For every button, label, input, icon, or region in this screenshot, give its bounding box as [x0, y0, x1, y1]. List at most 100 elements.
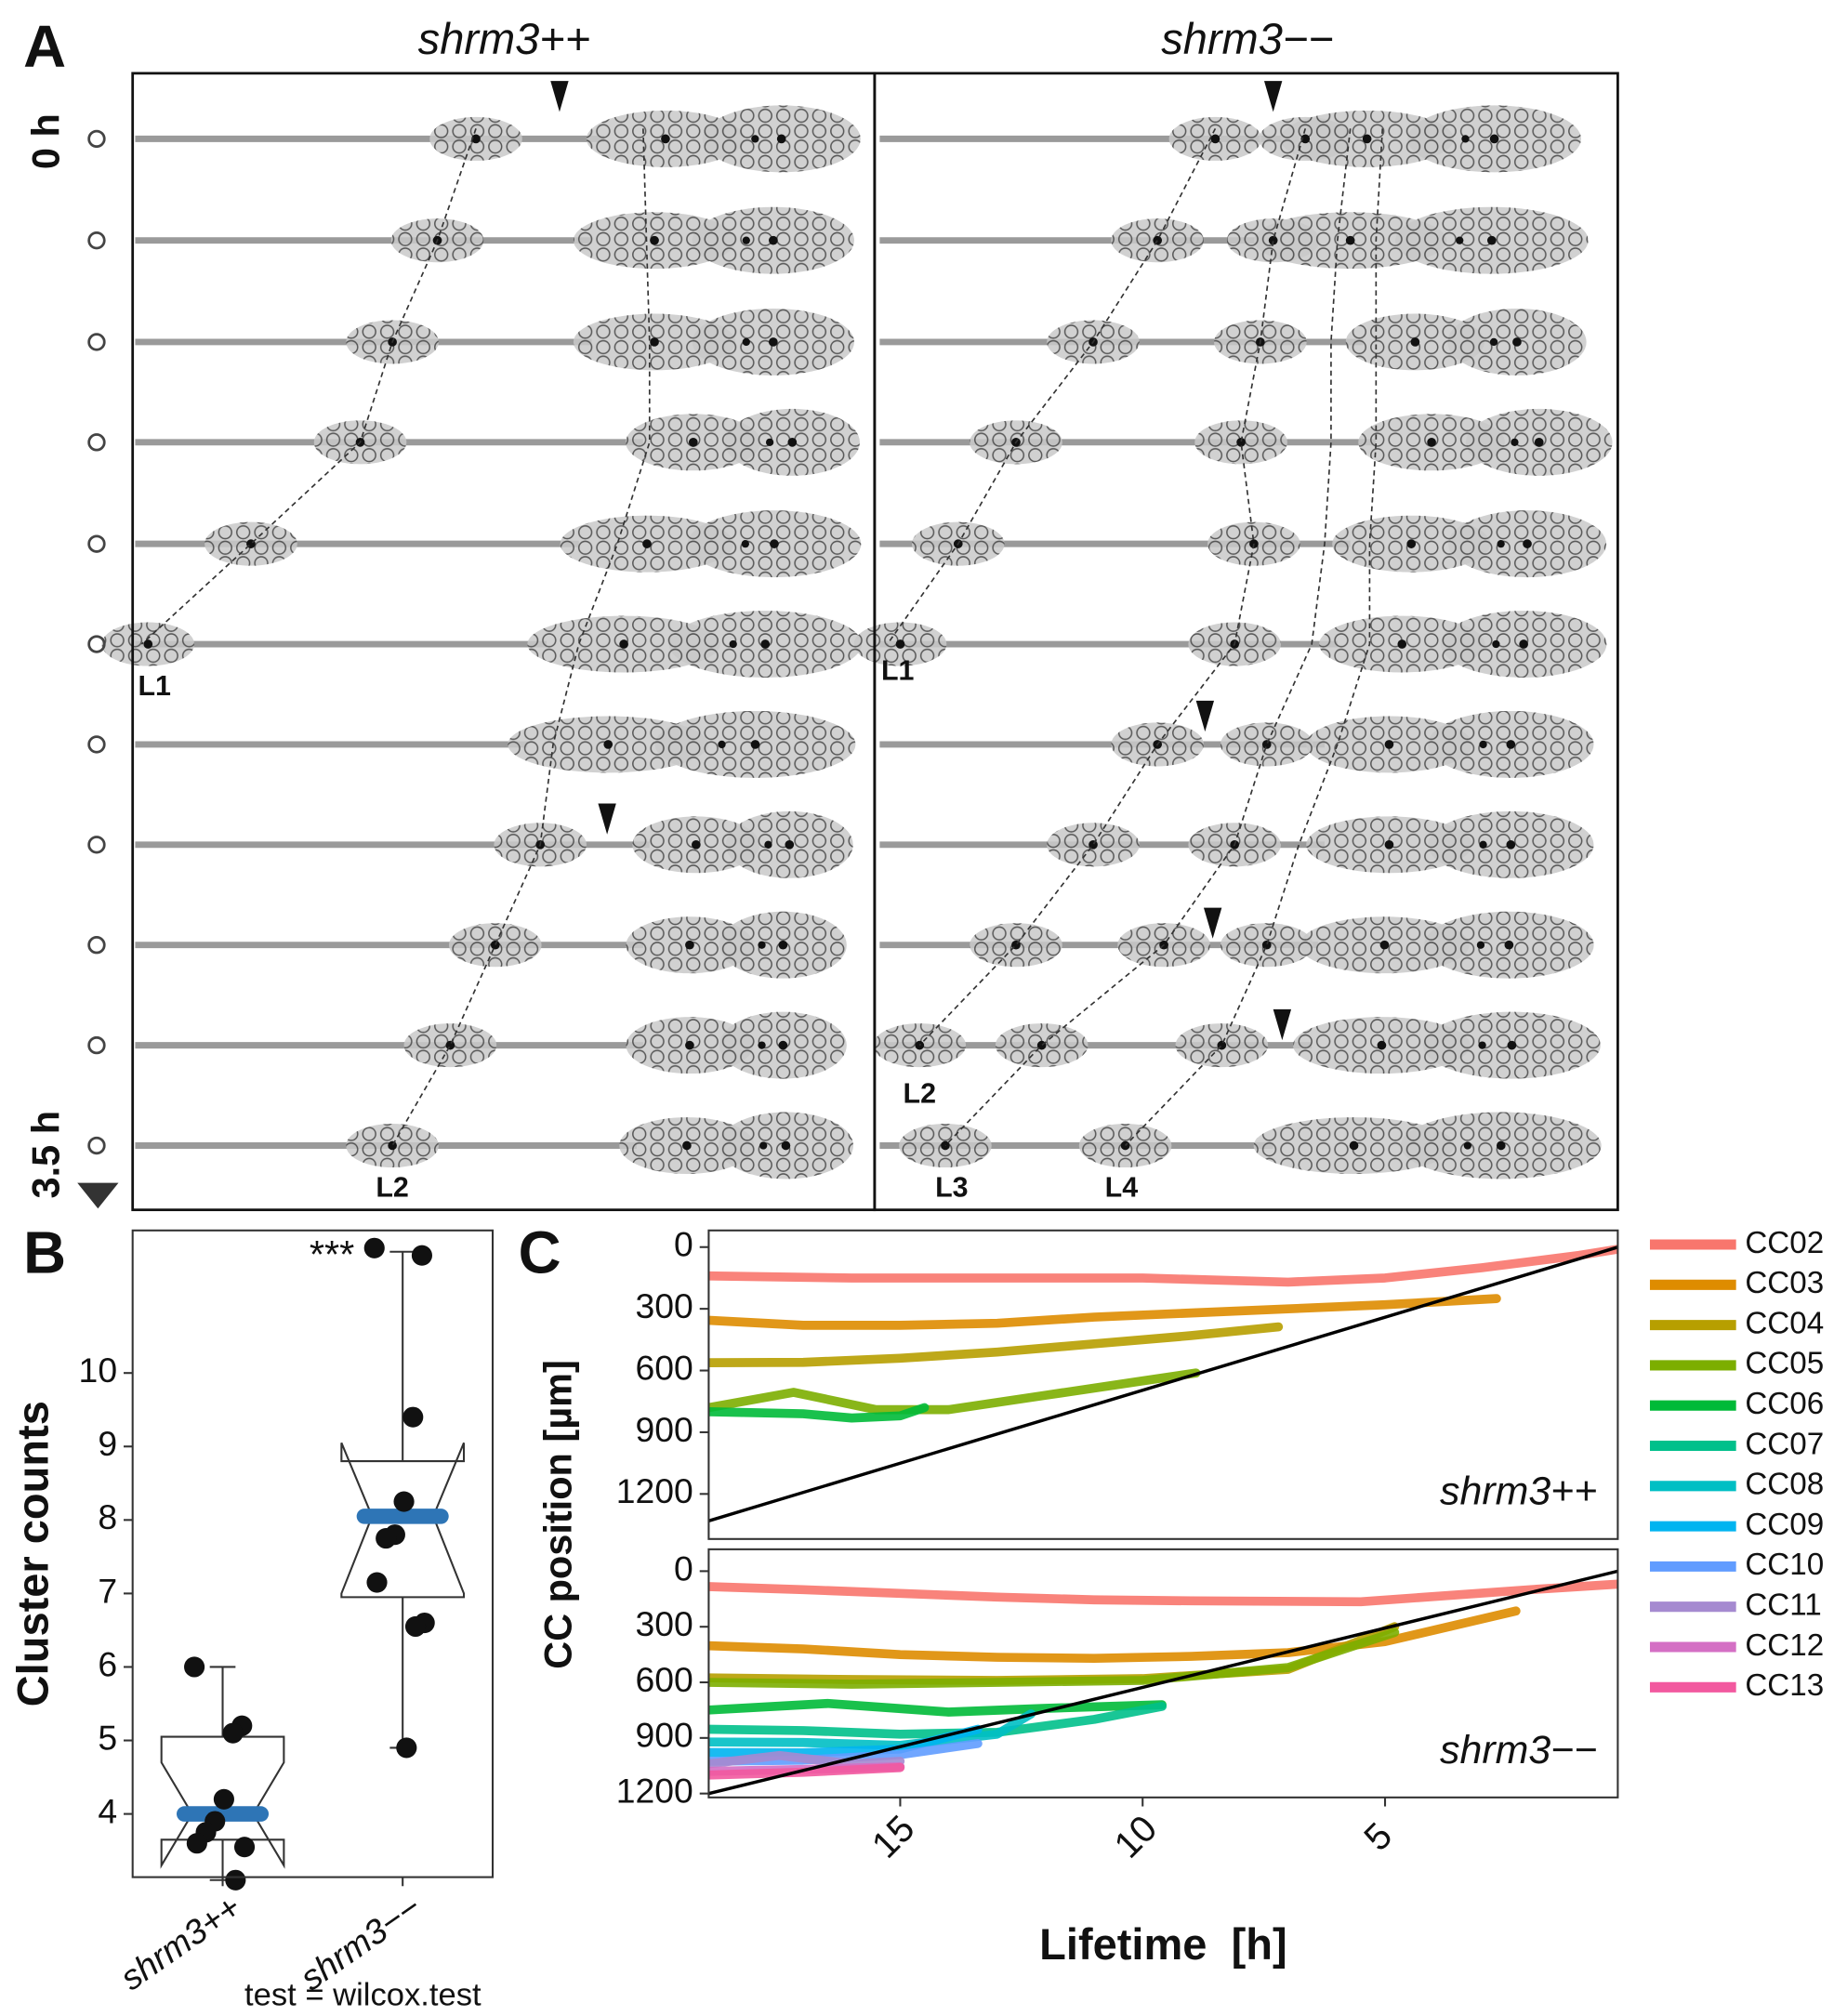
rosette-center	[915, 1040, 925, 1050]
legend-label: CC06	[1745, 1387, 1824, 1421]
y-tick-label: 1200	[616, 1772, 693, 1811]
rosette-center	[769, 235, 778, 245]
rosette-center	[778, 1040, 788, 1050]
rosette-center	[1519, 639, 1528, 649]
lineage-path	[944, 128, 1352, 1147]
rosette-center	[1497, 539, 1505, 548]
trajectory	[708, 1579, 1618, 1607]
y-tick-label: 0	[674, 1225, 693, 1264]
rosette-center	[742, 236, 750, 244]
y-tick-label: 0	[674, 1548, 693, 1588]
rosette-center	[785, 839, 795, 850]
lineage-label: L2	[904, 1078, 937, 1110]
rosette-center	[1406, 539, 1417, 548]
rosette-center	[1427, 438, 1436, 447]
y-tick-label: 10	[79, 1351, 118, 1390]
rosette-center	[1461, 135, 1470, 143]
data-point	[402, 1406, 424, 1428]
rosette-center	[1506, 740, 1516, 749]
trajectory	[708, 1750, 905, 1769]
rosette-center	[729, 639, 737, 649]
arrowhead	[1203, 907, 1222, 939]
rosette-center	[759, 1141, 768, 1150]
lineage-path	[887, 127, 1217, 645]
rosette-center	[143, 639, 153, 649]
frame-marker	[87, 836, 106, 854]
trajectory	[708, 1368, 1201, 1415]
data-point	[213, 1788, 234, 1810]
data-point	[222, 1722, 244, 1744]
rosette-center	[490, 940, 500, 950]
panel-label: C	[519, 1220, 561, 1286]
frame-marker	[87, 534, 106, 553]
rosette-center	[1210, 134, 1220, 144]
data-point	[393, 1491, 415, 1512]
frame-marker	[87, 333, 106, 351]
time-label: 3.5 h	[24, 1111, 68, 1199]
data-point	[186, 1833, 207, 1854]
arrowhead	[1195, 700, 1215, 732]
rosette-center	[1511, 438, 1519, 447]
rosette-center	[1349, 1140, 1359, 1151]
lineage-label: L3	[935, 1172, 969, 1204]
arrowhead	[1273, 1008, 1292, 1041]
plot-frame	[707, 1229, 1619, 1540]
frame-marker	[87, 635, 106, 653]
rosette-center	[787, 438, 798, 447]
rosette-center	[1236, 438, 1246, 447]
lineage-path	[140, 128, 477, 645]
frame-marker	[87, 936, 106, 955]
rosette-center	[1507, 1040, 1517, 1050]
data-point	[411, 1245, 432, 1266]
rosette-center	[1489, 337, 1498, 347]
rosette-center	[1410, 337, 1420, 347]
rosette-center	[1486, 235, 1497, 245]
arrowhead	[550, 81, 569, 112]
rosette-center	[471, 134, 481, 144]
rosette-center	[1479, 740, 1487, 749]
rosette-center	[685, 940, 694, 950]
lineage-label: L4	[1105, 1172, 1139, 1204]
x-axis-label: Lifetime [h]	[1039, 1919, 1286, 1969]
trajectory	[708, 1294, 1501, 1330]
trajectory	[708, 1762, 905, 1780]
legend-label: CC03	[1745, 1266, 1824, 1300]
lineage-label: L2	[376, 1172, 409, 1204]
rosette-center	[1153, 235, 1163, 245]
rosette-center	[1397, 639, 1407, 649]
y-axis-label: CC position [µm]	[535, 1360, 579, 1669]
rosette-center	[1362, 134, 1372, 144]
trajectory	[708, 1698, 1167, 1717]
data-point	[376, 1528, 397, 1549]
rosette-center	[760, 639, 771, 649]
y-tick-label: 1200	[616, 1471, 693, 1510]
lineage-path	[1124, 128, 1384, 1147]
trajectory	[708, 1403, 930, 1423]
y-tick-label: 8	[98, 1497, 117, 1536]
trajectory	[708, 1322, 1284, 1367]
rosette-center	[1478, 1041, 1486, 1049]
data-point	[366, 1572, 388, 1593]
image-frame	[873, 72, 1619, 1212]
rosette-center	[682, 1140, 692, 1151]
data-point	[225, 1869, 246, 1891]
trajectory	[708, 1245, 1618, 1287]
rosette-center	[758, 1041, 766, 1049]
panel-label: A	[23, 14, 66, 80]
legend-label: CC08	[1745, 1468, 1824, 1502]
legend-label: CC07	[1745, 1427, 1824, 1461]
trajectory	[708, 1724, 983, 1758]
y-tick-label: 9	[98, 1424, 117, 1463]
data-point	[363, 1237, 385, 1258]
rosette-center	[742, 337, 750, 347]
x-tick-label: 5	[1356, 1815, 1400, 1859]
y-tick-label: 6	[98, 1644, 117, 1683]
rosette-center	[1479, 840, 1487, 849]
time-arrow	[77, 1182, 119, 1209]
rosette-center	[770, 539, 779, 548]
y-tick-label: 300	[636, 1604, 693, 1643]
rosette-center	[764, 840, 772, 849]
rosette-center	[1496, 1140, 1506, 1151]
y-tick-label: 900	[636, 1410, 693, 1449]
data-point	[184, 1656, 205, 1678]
